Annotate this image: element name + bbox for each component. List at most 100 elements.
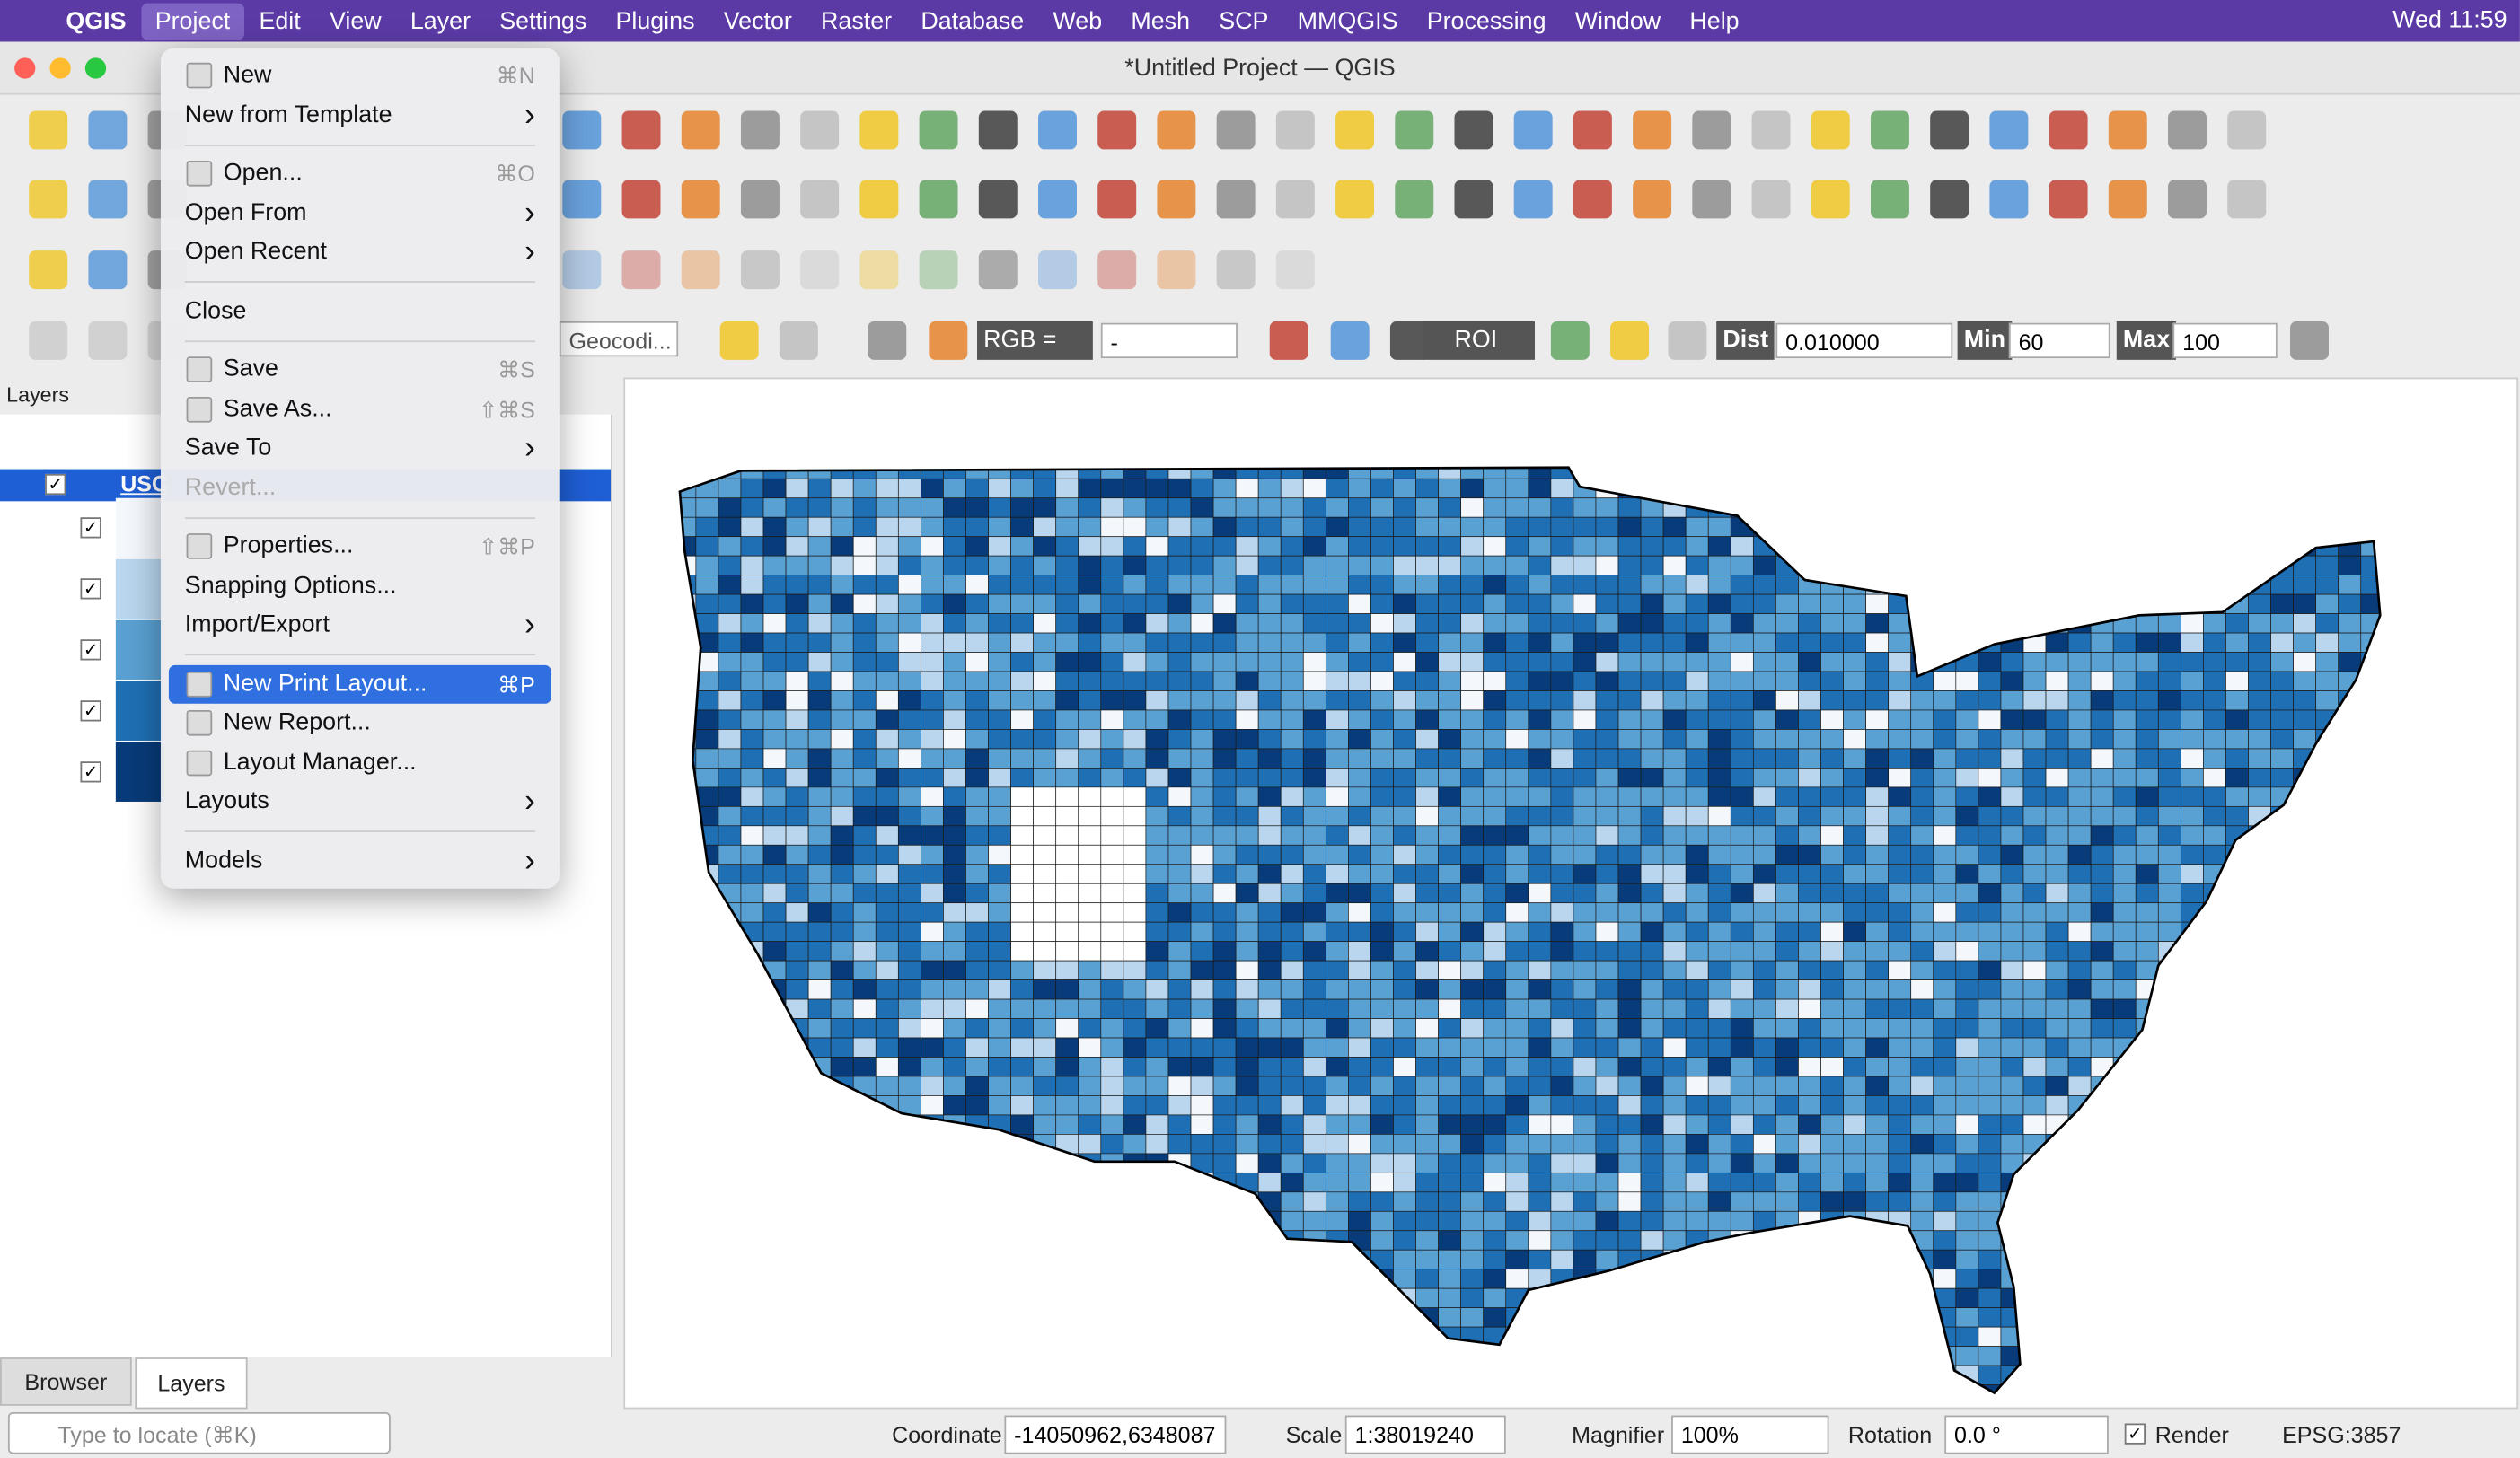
toolbar-icon[interactable] bbox=[1989, 110, 2029, 150]
toolbar-icon[interactable] bbox=[1870, 180, 1909, 219]
close-button[interactable] bbox=[14, 57, 36, 79]
toolbar-icon[interactable] bbox=[1811, 110, 1850, 150]
toolbar-icon[interactable] bbox=[800, 180, 840, 219]
toolbar-icon[interactable] bbox=[1038, 250, 1077, 290]
menubar-item[interactable]: Mesh bbox=[1131, 7, 1191, 35]
toolbar-icon[interactable] bbox=[1216, 180, 1256, 219]
toolbar-icon[interactable] bbox=[978, 180, 1018, 219]
toolbar-icon[interactable] bbox=[919, 250, 958, 290]
toolbar-icon[interactable] bbox=[88, 250, 128, 290]
toolbar-icon[interactable] bbox=[1157, 250, 1196, 290]
toolbar-icon[interactable] bbox=[1930, 110, 1969, 150]
toolbar-icon[interactable] bbox=[2168, 110, 2207, 150]
toolbar-icon[interactable] bbox=[800, 250, 840, 290]
menubar-item[interactable]: Vector bbox=[723, 7, 792, 35]
toolbar-icon[interactable] bbox=[562, 180, 602, 219]
toolbar-icon[interactable] bbox=[1335, 110, 1375, 150]
layer-checkbox[interactable]: ✓ bbox=[45, 473, 66, 496]
menubar-item[interactable]: Project bbox=[140, 2, 245, 40]
menu-item[interactable]: Open Recent › bbox=[169, 233, 551, 272]
toolbar-icon[interactable] bbox=[1157, 110, 1196, 150]
zoom-button[interactable] bbox=[84, 57, 107, 79]
toolbar-icon[interactable] bbox=[1038, 180, 1077, 219]
menubar-item[interactable]: View bbox=[329, 7, 382, 35]
scale-input[interactable]: 1:38019240 bbox=[1344, 1415, 1506, 1454]
toolbar-icon[interactable] bbox=[1275, 250, 1315, 290]
toolbar-icon[interactable] bbox=[681, 110, 720, 150]
menu-item[interactable]: Open... ⌘O bbox=[169, 154, 551, 194]
toolbar-icon[interactable] bbox=[621, 180, 661, 219]
toolbar-icon[interactable] bbox=[779, 321, 818, 360]
toolbar-icon[interactable] bbox=[1930, 180, 1969, 219]
menubar-item[interactable]: Web bbox=[1053, 7, 1103, 35]
rotation-input[interactable]: 0.0 ° bbox=[1944, 1415, 2109, 1454]
toolbar-icon[interactable] bbox=[978, 250, 1018, 290]
toolbar-icon[interactable] bbox=[1989, 180, 2029, 219]
menubar-item[interactable]: Settings bbox=[499, 7, 587, 35]
toolbar-icon[interactable] bbox=[2168, 180, 2207, 219]
menubar-item[interactable]: Processing bbox=[1426, 7, 1546, 35]
menu-item[interactable]: Open From › bbox=[169, 194, 551, 233]
toolbar-icon[interactable] bbox=[1097, 250, 1137, 290]
menu-item[interactable]: Save ⌘S bbox=[169, 350, 551, 390]
toolbar-icon[interactable] bbox=[2049, 180, 2088, 219]
toolbar-icon[interactable] bbox=[2049, 110, 2088, 150]
dist-input[interactable]: 0.010000 bbox=[1775, 322, 1953, 359]
minimize-button[interactable] bbox=[49, 57, 71, 79]
toolbar-icon[interactable] bbox=[919, 180, 958, 219]
menu-item[interactable]: Layouts › bbox=[169, 782, 551, 821]
toolbar-icon[interactable] bbox=[1870, 110, 1909, 150]
toolbar-icon[interactable] bbox=[88, 321, 128, 360]
toolbar-icon[interactable] bbox=[1097, 180, 1137, 219]
toolbar-icon[interactable] bbox=[1216, 110, 1256, 150]
toolbar-icon[interactable] bbox=[740, 250, 780, 290]
menu-item[interactable]: New ⌘N bbox=[169, 57, 551, 96]
toolbar-icon[interactable] bbox=[740, 110, 780, 150]
menu-item[interactable]: Save To › bbox=[169, 429, 551, 469]
toolbar-icon[interactable] bbox=[1610, 321, 1650, 360]
menubar-item[interactable]: Window bbox=[1574, 7, 1661, 35]
coordinate-input[interactable]: -14050962,6348087 bbox=[1004, 1415, 1227, 1454]
menu-item[interactable]: Import/Export › bbox=[169, 606, 551, 646]
toolbar-icon[interactable] bbox=[621, 110, 661, 150]
render-checkbox[interactable]: ✓ bbox=[2124, 1423, 2146, 1445]
toolbar-icon[interactable] bbox=[2227, 110, 2267, 150]
legend-checkbox[interactable]: ✓ bbox=[80, 700, 101, 722]
toolbar-icon[interactable] bbox=[800, 110, 840, 150]
menubar-item[interactable]: MMQGIS bbox=[1297, 7, 1398, 35]
menubar-item[interactable]: Edit bbox=[259, 7, 301, 35]
toolbar-icon[interactable] bbox=[1275, 110, 1315, 150]
toolbar-icon[interactable] bbox=[29, 110, 68, 150]
toolbar-icon[interactable] bbox=[740, 180, 780, 219]
toolbar-icon[interactable] bbox=[929, 321, 968, 360]
menu-item[interactable]: Models › bbox=[169, 841, 551, 881]
menu-item[interactable]: New from Template › bbox=[169, 95, 551, 135]
toolbar-icon[interactable] bbox=[1633, 110, 1672, 150]
toolbar-icon[interactable] bbox=[681, 250, 720, 290]
menu-item[interactable]: Close bbox=[169, 292, 551, 331]
toolbar-icon[interactable] bbox=[621, 250, 661, 290]
map-canvas[interactable] bbox=[623, 377, 2519, 1410]
toolbar-icon[interactable] bbox=[1157, 180, 1196, 219]
menu-item[interactable]: Layout Manager... bbox=[169, 743, 551, 783]
toolbar-icon[interactable] bbox=[1330, 321, 1370, 360]
max-input[interactable]: 100 bbox=[2172, 322, 2278, 359]
toolbar-icon[interactable] bbox=[1692, 110, 1731, 150]
menubar-item[interactable]: Layer bbox=[410, 7, 471, 35]
menubar-item[interactable]: QGIS bbox=[66, 7, 127, 35]
toolbar-icon[interactable] bbox=[1573, 180, 1612, 219]
toolbar-icon[interactable] bbox=[88, 180, 128, 219]
toolbar-icon[interactable] bbox=[1668, 321, 1707, 360]
legend-checkbox[interactable]: ✓ bbox=[80, 639, 101, 661]
menu-item[interactable]: Save As... ⇧⌘S bbox=[169, 390, 551, 429]
toolbar-icon[interactable] bbox=[859, 250, 899, 290]
toolbar-icon[interactable] bbox=[562, 250, 602, 290]
toolbar-icon[interactable] bbox=[859, 110, 899, 150]
toolbar-icon[interactable] bbox=[1751, 180, 1791, 219]
menu-item[interactable]: Snapping Options... bbox=[169, 567, 551, 606]
menubar-item[interactable]: SCP bbox=[1219, 7, 1269, 35]
menubar-item[interactable]: Help bbox=[1689, 7, 1740, 35]
crs-button[interactable]: EPSG:3857 bbox=[2282, 1421, 2401, 1448]
toolbar-icon[interactable] bbox=[1269, 321, 1308, 360]
rgb-combo[interactable]: - bbox=[1100, 322, 1238, 359]
